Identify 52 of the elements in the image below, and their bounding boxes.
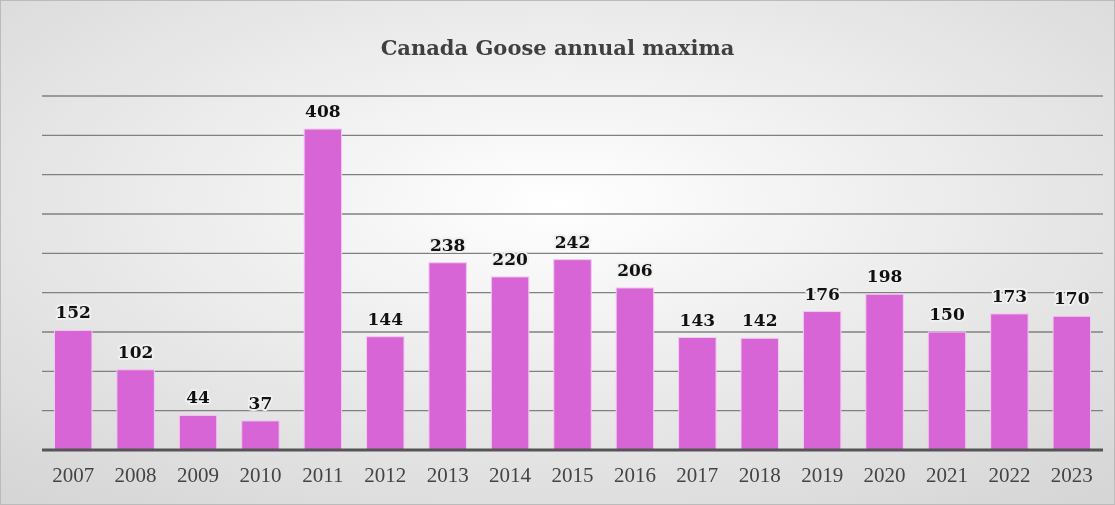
data-label: 102	[117, 341, 154, 362]
x-tick-label: 2021	[925, 463, 968, 487]
x-tick-label: 2014	[489, 463, 532, 487]
bar	[1052, 315, 1092, 451]
bar	[241, 420, 280, 451]
data-label: 408	[305, 101, 341, 122]
bar	[740, 337, 779, 451]
bar	[615, 287, 655, 451]
data-label: 37	[248, 392, 273, 413]
bar	[678, 337, 717, 451]
data-label: 198	[866, 266, 903, 287]
bar	[178, 414, 218, 451]
x-tick-label: 2018	[738, 463, 781, 487]
x-tick-label: 2012	[364, 463, 407, 487]
x-tick-label: 2019	[801, 463, 844, 487]
x-tick-label: 2017	[676, 463, 719, 487]
bar	[927, 331, 967, 451]
x-tick-label: 2023	[1050, 463, 1093, 487]
x-tick-label: 2015	[551, 463, 594, 487]
bar	[303, 128, 343, 451]
data-label: 206	[617, 259, 653, 280]
bar	[490, 276, 530, 451]
data-label: 44	[186, 387, 211, 408]
data-label: 176	[804, 283, 840, 304]
x-tick-label: 2010	[239, 463, 282, 487]
x-tick-label: 2016	[613, 463, 656, 487]
chart-title: Canada Goose annual maxima	[380, 35, 735, 60]
bar	[428, 262, 467, 451]
bar	[802, 311, 842, 451]
data-label: 150	[929, 304, 965, 324]
x-tick-label: 2013	[426, 463, 469, 487]
x-tick-label: 2022	[988, 463, 1031, 487]
data-label: 242	[554, 231, 591, 252]
data-label: 238	[429, 234, 466, 255]
bar	[366, 336, 405, 451]
x-tick-label: 2020	[863, 463, 906, 487]
bar	[990, 313, 1029, 451]
x-tick-label: 2007	[52, 463, 95, 487]
data-label: 170	[1054, 288, 1090, 309]
data-label: 173	[991, 285, 1028, 306]
bar	[53, 329, 93, 451]
data-label: 143	[679, 309, 716, 330]
data-label: 144	[367, 308, 404, 329]
bar	[865, 293, 904, 451]
data-label: 152	[55, 302, 91, 323]
x-tick-label: 2008	[114, 463, 157, 487]
bar	[553, 259, 592, 451]
data-label: 220	[492, 248, 528, 269]
bar	[116, 369, 155, 451]
x-tick-label: 2009	[177, 463, 220, 487]
data-label: 142	[741, 310, 778, 331]
x-tick-label: 2011	[302, 463, 344, 487]
